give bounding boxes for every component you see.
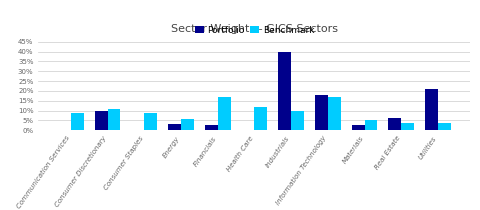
Bar [181,119,194,130]
Bar [328,97,341,130]
Bar [144,113,157,130]
Bar [254,107,267,130]
Legend: Portfolio, Benchmark: Portfolio, Benchmark [191,22,318,38]
Bar [168,124,181,130]
Bar [278,52,291,130]
Bar [291,110,304,130]
Bar [425,89,438,130]
Title: Sector Weights - GICS Sectors: Sector Weights - GICS Sectors [171,24,338,34]
Bar [218,97,230,130]
Bar [388,118,401,130]
Bar [364,120,377,130]
Bar [315,95,328,130]
Bar [205,125,218,130]
Bar [71,113,84,130]
Bar [108,109,120,130]
Bar [438,123,451,130]
Bar [352,125,364,130]
Bar [95,110,108,130]
Bar [401,123,414,130]
